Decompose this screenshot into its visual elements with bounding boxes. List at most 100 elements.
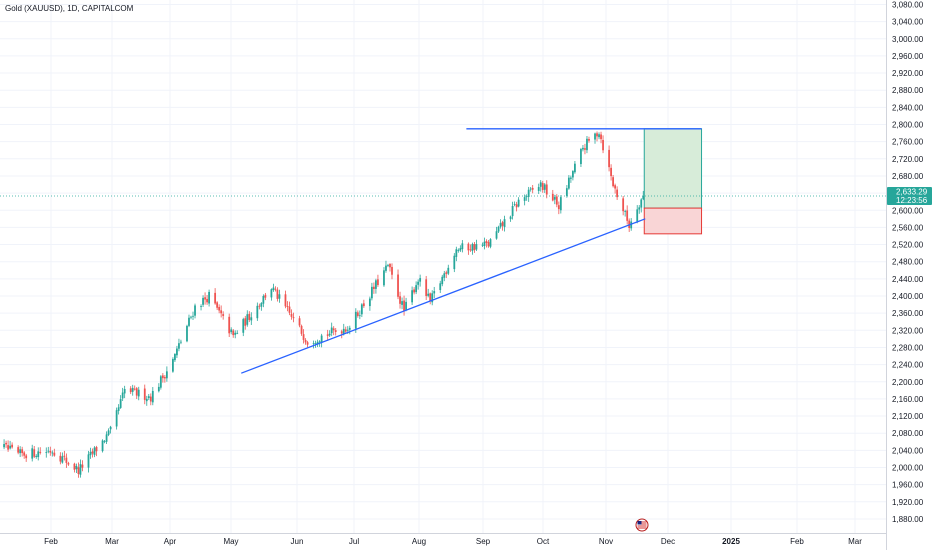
- price-tick-label: 2,360.00: [892, 309, 924, 318]
- candle-body: [304, 339, 307, 343]
- candle-body: [270, 289, 273, 298]
- candle-body: [7, 445, 9, 450]
- price-tick-label: 2,120.00: [892, 412, 924, 421]
- last-price-label: 2,633.29: [896, 187, 928, 196]
- candle-body: [640, 199, 643, 208]
- candle-body: [509, 216, 512, 220]
- candle-body: [543, 184, 546, 190]
- candle-body: [431, 293, 434, 303]
- time-tick-label: Mar: [105, 537, 119, 546]
- candle-body: [602, 139, 604, 151]
- candle-body: [256, 305, 259, 319]
- candle-body: [151, 390, 154, 403]
- candle-body: [541, 183, 544, 190]
- candle-body: [537, 187, 540, 191]
- candle-body: [580, 149, 582, 165]
- candle-body: [272, 287, 275, 291]
- candle-body: [455, 249, 458, 257]
- target-zone[interactable]: [643, 128, 703, 209]
- candle-body: [638, 207, 641, 210]
- candle-body: [19, 449, 22, 454]
- candle-body: [11, 444, 14, 448]
- candle-body: [375, 280, 377, 289]
- candle-body: [565, 188, 568, 196]
- candle-body: [312, 343, 315, 345]
- price-tick-label: 2,920.00: [892, 69, 924, 78]
- candle-body: [109, 426, 112, 430]
- candle-body: [588, 139, 590, 141]
- candle-body: [172, 359, 174, 372]
- candle-body: [551, 193, 554, 201]
- us-flag-icon[interactable]: [635, 518, 649, 532]
- price-tick-label: 2,040.00: [892, 446, 924, 455]
- candle-body: [385, 265, 387, 271]
- candle-body: [208, 291, 210, 304]
- candle-body: [290, 313, 293, 317]
- candle-body: [425, 279, 428, 297]
- candle-body: [149, 396, 152, 402]
- candle-body: [513, 204, 516, 206]
- candle-body: [318, 341, 321, 343]
- candle-body: [523, 197, 526, 201]
- candle-body: [383, 270, 385, 286]
- candle-body: [391, 266, 393, 275]
- candle-body: [582, 147, 584, 150]
- candle-body: [47, 450, 50, 452]
- candle-body: [495, 231, 498, 239]
- candle-body: [95, 447, 98, 452]
- candle-body: [121, 392, 124, 399]
- candle-body: [501, 222, 504, 226]
- candle-body: [610, 167, 612, 177]
- stop-zone[interactable]: [643, 207, 703, 235]
- last-price-tag: [887, 186, 932, 205]
- candle-body: [157, 386, 160, 392]
- candle-body: [405, 301, 407, 310]
- candle-body: [447, 267, 450, 274]
- candle-body: [608, 149, 610, 168]
- time-tick-label: Apr: [164, 537, 177, 546]
- candle-body: [626, 210, 629, 221]
- candle-body: [33, 449, 36, 457]
- candle-body: [368, 298, 371, 307]
- candle-body: [515, 204, 518, 208]
- candle-body: [176, 348, 178, 356]
- price-tick-label: 2,160.00: [892, 395, 924, 404]
- candle-body: [105, 434, 108, 442]
- candle-body: [9, 445, 11, 449]
- candle-body: [475, 244, 478, 250]
- candle-body: [45, 452, 48, 453]
- price-tick-label: 3,040.00: [892, 18, 924, 27]
- price-tick-label: 2,960.00: [892, 52, 924, 61]
- candle-body: [214, 292, 217, 304]
- candle-body: [306, 342, 309, 345]
- candle-body: [63, 455, 66, 457]
- candle-body: [415, 285, 418, 293]
- candle-body: [483, 241, 486, 247]
- candle-body: [332, 328, 335, 331]
- candle-body: [529, 188, 532, 190]
- candle-body: [373, 286, 375, 290]
- candle-body: [284, 294, 287, 307]
- price-tick-label: 3,080.00: [892, 0, 924, 9]
- price-tick-label: 2,800.00: [892, 121, 924, 130]
- price-tick-label: 2,000.00: [892, 464, 924, 473]
- flag-stripe: [637, 521, 647, 523]
- price-tick-label: 2,560.00: [892, 223, 924, 232]
- price-tick-label: 3,000.00: [892, 35, 924, 44]
- ascending-trendline[interactable]: [241, 218, 646, 374]
- price-scale[interactable]: [887, 0, 932, 550]
- candle-body: [101, 440, 104, 452]
- candle-body: [429, 293, 432, 302]
- candle-body: [244, 318, 247, 326]
- candle-body: [439, 283, 442, 291]
- candle-body: [67, 463, 70, 465]
- candle-body: [17, 447, 20, 453]
- candle-body: [107, 430, 110, 435]
- price-tick-label: 2,240.00: [892, 361, 924, 370]
- candle-body: [362, 303, 365, 307]
- candle-body: [242, 319, 245, 333]
- candle-body: [328, 333, 331, 336]
- candle-body: [276, 289, 279, 299]
